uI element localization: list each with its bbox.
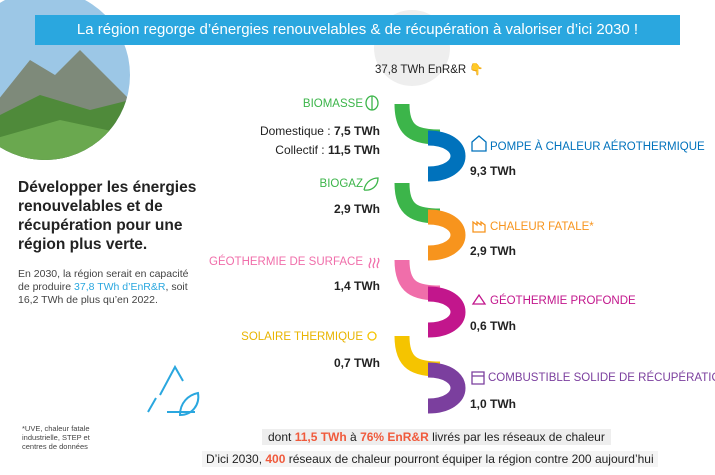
item-value: 0,7 TWh — [333, 356, 380, 370]
footer-text: dont — [268, 430, 295, 444]
total-icon: 👇 — [469, 64, 484, 76]
item-name: POMPE À CHALEUR AÉROTHERMIQUE — [490, 141, 705, 153]
item-value: 1,4 TWh — [333, 279, 380, 293]
icons — [363, 95, 487, 385]
footer-highlight: 400 — [265, 452, 286, 466]
item-name: GÉOTHERMIE DE SURFACE — [209, 256, 363, 268]
banner: La région regorge d’énergies renouvelabl… — [35, 15, 680, 45]
footer-text: D’ici 2030, — [206, 452, 266, 466]
footer-line: D’ici 2030, 400 réseaux de chaleur pourr… — [202, 451, 658, 467]
detail-value: 11,5 TWh — [327, 143, 380, 157]
item-name: GÉOTHERMIE PROFONDE — [490, 295, 636, 307]
footnote: *UVE, chaleur fatale industrielle, STEP … — [22, 424, 90, 451]
item-value: 0,6 TWh — [470, 319, 517, 333]
footer-text: à — [346, 430, 361, 444]
footer-highlight: 11,5 TWh — [294, 430, 347, 444]
detail-label: Collectif : — [275, 143, 328, 157]
footer-text: réseaux de chaleur pourront équiper la r… — [285, 452, 654, 466]
item-detail: Collectif : 11,5 TWh — [275, 143, 380, 157]
recycle-icon — [147, 364, 200, 417]
detail-label: Domestique : — [259, 124, 334, 138]
item-name: COMBUSTIBLE SOLIDE DE RÉCUPÉRATION — [488, 372, 715, 384]
intro: En 2030, la région serait en capacité de… — [18, 268, 198, 307]
item-detail: Domestique : 7,5 TWh — [260, 124, 380, 138]
heading: Développer les énergies renouvelables et… — [18, 179, 197, 253]
item-value: 2,9 TWh — [470, 244, 517, 258]
item-name: SOLAIRE THERMIQUE — [241, 331, 363, 343]
footer-line: dont 11,5 TWh à 76% EnR&R livrés par les… — [262, 429, 611, 445]
footer-highlight: 76% EnR&R — [360, 430, 429, 444]
total: 37,8 TWh EnR&R 👇 — [375, 62, 484, 76]
intro-text: En 2030, la région serait en capacité de… — [18, 268, 189, 293]
total-label: 37,8 TWh EnR&R — [375, 64, 467, 76]
item-name: BIOGAZ — [319, 178, 363, 190]
intro-text: , soit 16,2 TWh de plus qu’en 2022. — [18, 281, 188, 306]
detail-value: 7,5 TWh — [333, 124, 380, 138]
item-value: 1,0 TWh — [470, 397, 517, 411]
energy-ribbon — [394, 103, 466, 414]
footer-text: livrés par les réseaux de chaleur — [428, 430, 605, 444]
item-value: 9,3 TWh — [470, 164, 517, 178]
intro-highlight: 37,8 TWh d’EnR&R — [74, 281, 166, 293]
item-name: CHALEUR FATALE* — [490, 221, 594, 233]
item-value: 2,9 TWh — [333, 202, 380, 216]
item-name: BIOMASSE — [302, 98, 363, 110]
